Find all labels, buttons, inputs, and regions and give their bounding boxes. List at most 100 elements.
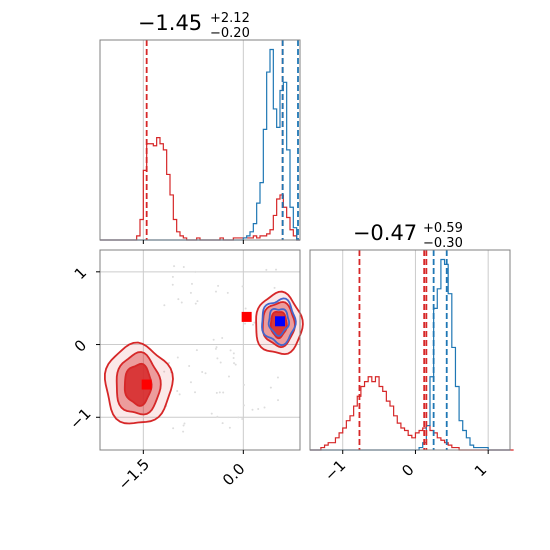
tl-x-ticks — [142, 240, 244, 244]
bl-scatter-point — [212, 338, 215, 341]
br-title-upper: +0.59 — [423, 221, 463, 236]
bl-scatter-point — [227, 375, 230, 378]
tl-title-lower: −0.20 — [210, 26, 250, 41]
bl-scatter-point — [275, 268, 278, 271]
br-xtick-label-1: 0 — [398, 461, 417, 480]
bl-scatter-point — [194, 270, 197, 273]
bl-xtick-label-0: −1.5 — [115, 455, 153, 493]
bl-scatter-point — [173, 265, 176, 268]
bl-scatter-point — [222, 391, 225, 394]
bl-scatter-point — [241, 285, 244, 288]
panel-bottom-right-histogram: −1 0 1 −0.47 +0.59 −0.30 — [309, 221, 514, 485]
bl-ytick-label-2: 1 — [71, 264, 90, 283]
bl-scatter-point — [171, 283, 174, 286]
tl-axes-frame — [99, 39, 301, 241]
bl-scatter-point — [277, 399, 280, 402]
bl-scatter-point — [228, 426, 231, 429]
bl-scatter-point — [171, 275, 174, 278]
bl-y-ticks: −1 0 1 — [66, 264, 100, 433]
bl-marker-2 — [275, 316, 285, 327]
bl-scatter-point — [217, 284, 220, 287]
br-series-1 — [310, 258, 510, 451]
bl-scatter-point — [241, 418, 244, 421]
bl-scatter-point — [196, 300, 199, 303]
bl-scatter-point — [214, 290, 217, 293]
bl-scatter-point — [216, 415, 219, 418]
tl-gridlines — [142, 40, 244, 240]
bl-scatter-point — [194, 391, 197, 394]
bl-scatter-point — [163, 370, 166, 373]
bl-scatter-point — [215, 346, 218, 349]
bl-scatter-point — [204, 372, 207, 375]
panel-bottom-left-contour: −1.5 0.0 −1 0 1 — [66, 249, 304, 494]
bl-scatter-point — [221, 337, 224, 340]
bl-scatter-point — [163, 304, 166, 307]
bl-scatter-point — [188, 364, 191, 367]
bl-scatter-point — [273, 286, 276, 289]
bl-scatter-point — [189, 381, 192, 384]
bl-marker-0 — [141, 379, 152, 390]
bl-scatter-point — [257, 407, 260, 410]
tl-title: −1.45 — [138, 11, 202, 35]
bl-scatter-point — [180, 301, 183, 304]
bl-scatter-point — [218, 391, 221, 394]
br-axes-frame — [309, 249, 511, 451]
br-histogram-series — [310, 258, 514, 451]
bl-scatter-point — [244, 322, 247, 325]
bl-scatter-point — [195, 349, 198, 352]
bl-x-ticks: −1.5 0.0 — [115, 450, 249, 494]
tl-quantile-lines — [145, 40, 299, 240]
br-title-lower: −0.30 — [423, 236, 463, 251]
bl-scatter-point — [189, 291, 192, 294]
bl-markers — [141, 311, 285, 390]
bl-scatter-point — [232, 352, 235, 355]
bl-scatter-point — [182, 430, 185, 433]
br-title-median: −0.47 — [353, 221, 417, 245]
bl-scatter-point — [253, 321, 256, 324]
bl-scatter-points — [163, 265, 280, 433]
bl-scatter-point — [219, 361, 222, 364]
bl-scatter-point — [226, 291, 229, 294]
tl-title-median: −1.45 — [138, 11, 202, 35]
tl-series-0 — [100, 136, 300, 241]
bl-blue-contour-0 — [261, 297, 297, 347]
bl-red-contour-0-2 — [123, 362, 153, 407]
bl-scatter-point — [234, 363, 237, 366]
bl-scatter-point — [221, 422, 224, 425]
bl-scatter-point — [215, 391, 218, 394]
bl-scatter-point — [229, 349, 232, 352]
panel-top-left-histogram: −1.45 +2.12 −0.20 — [99, 11, 301, 244]
br-quantile-lines — [358, 250, 448, 450]
tl-title-upper: +2.12 — [210, 11, 250, 26]
bl-scatter-point — [216, 357, 219, 360]
bl-scatter-point — [182, 424, 185, 427]
bl-marker-1 — [241, 311, 252, 322]
bl-scatter-point — [233, 362, 236, 365]
bl-scatter-point — [194, 302, 197, 305]
bl-scatter-point — [183, 422, 186, 425]
bl-scatter-point — [232, 357, 235, 360]
br-xtick-label-0: −1 — [321, 456, 349, 484]
bl-blue-contour-1 — [267, 307, 291, 337]
bl-scatter-point — [190, 282, 193, 285]
bl-scatter-point — [252, 323, 255, 326]
bl-scatter-point — [263, 406, 266, 409]
bl-scatter-point — [251, 408, 254, 411]
bl-ytick-label-1: 0 — [71, 336, 90, 355]
bl-axes-frame — [99, 249, 301, 451]
bl-scatter-point — [242, 404, 245, 407]
bl-scatter-point — [178, 393, 181, 396]
bl-scatter-point — [276, 376, 279, 379]
bl-scatter-point — [242, 383, 245, 386]
tl-histogram-series — [100, 48, 300, 241]
bl-scatter-point — [172, 427, 175, 430]
br-x-ticks: −1 0 1 — [321, 450, 490, 485]
bl-scatter-point — [269, 386, 272, 389]
bl-scatter-point — [176, 390, 179, 393]
tl-series-1 — [100, 48, 300, 241]
bl-xtick-label-1: 0.0 — [219, 460, 249, 490]
bl-scatter-point — [182, 265, 185, 268]
bl-scatter-point — [168, 361, 171, 364]
bl-scatter-point — [177, 298, 180, 301]
